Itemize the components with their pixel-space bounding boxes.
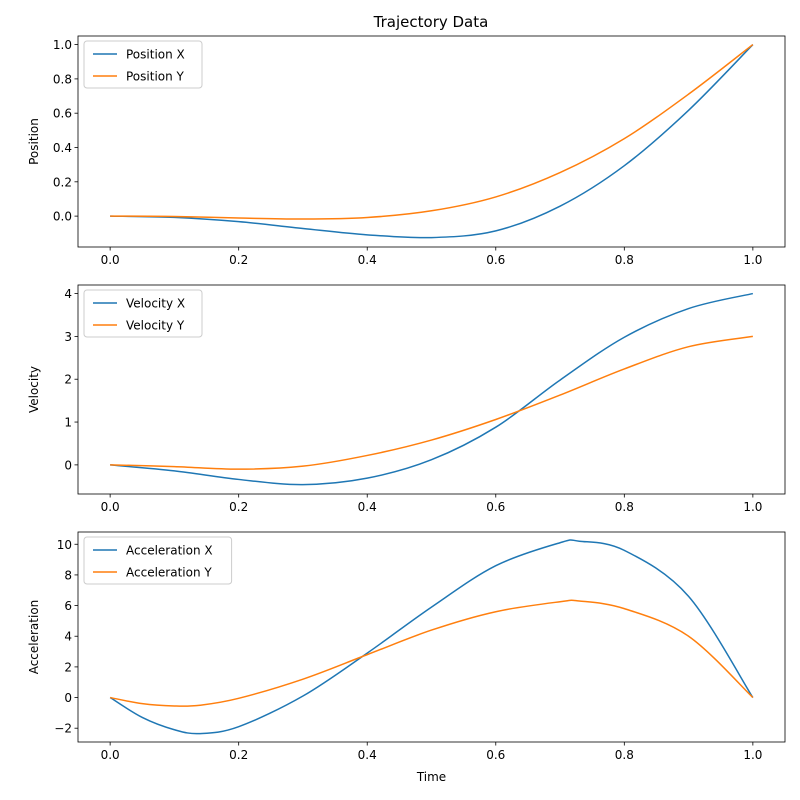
y-tick-label: 0 bbox=[64, 458, 72, 472]
subplot-1: 0.0 0.2 0.4 0.6 0.8 1.0 0.0 0.2 0.4 0.6 0.8 1.0 Posi… bbox=[27, 35, 786, 267]
legend-box bbox=[83, 536, 233, 585]
legend-label-position-y: Position Y bbox=[126, 70, 185, 84]
x-tick-label: 0.2 bbox=[229, 500, 248, 514]
y-tick-label: 0 bbox=[64, 691, 72, 705]
subplot-2: 0.0 0.2 0.4 0.6 0.8 1.0 0 1 2 3 4 Velocity Velocity … bbox=[27, 284, 786, 514]
axes-frame bbox=[77, 531, 786, 743]
series-line-velocity-x bbox=[110, 292, 754, 486]
y-tick-label: 1 bbox=[64, 416, 72, 430]
x-tick-label: 0.0 bbox=[101, 253, 120, 267]
legend: Position X Position Y bbox=[83, 40, 203, 89]
series-line-acceleration-y bbox=[109, 599, 754, 707]
legend-label-acceleration-x: Acceleration X bbox=[126, 544, 213, 558]
x-tick-label: 0.6 bbox=[486, 253, 505, 267]
x-tick-label: 0.4 bbox=[358, 748, 377, 762]
y-axis-label: Position bbox=[27, 118, 41, 165]
y-tick-label: 0.4 bbox=[53, 141, 72, 155]
y-tick-label: 4 bbox=[64, 287, 72, 301]
series-line-acceleration-x bbox=[109, 539, 754, 735]
legend: Acceleration X Acceleration Y bbox=[83, 536, 233, 585]
y-tick-label: 0.0 bbox=[53, 210, 72, 224]
legend: Velocity X Velocity Y bbox=[83, 289, 203, 338]
legend-label-velocity-x: Velocity X bbox=[126, 297, 185, 311]
x-tick-label: 0.0 bbox=[101, 500, 120, 514]
x-tick-label: 1.0 bbox=[743, 253, 762, 267]
y-tick-label: 10 bbox=[57, 538, 72, 552]
x-tick-label: 0.8 bbox=[615, 748, 634, 762]
y-tick-label: 0.6 bbox=[53, 107, 72, 121]
series-line-position-y bbox=[110, 43, 754, 220]
x-tick-label: 1.0 bbox=[743, 748, 762, 762]
x-tick-label: 0.8 bbox=[615, 500, 634, 514]
x-tick-label: 0.4 bbox=[358, 253, 377, 267]
subplot-panels: 0.0 0.2 0.4 0.6 0.8 1.0 0.0 0.2 0.4 0.6 0.8 1.0 Posi… bbox=[27, 35, 786, 784]
x-tick-label: 0.2 bbox=[229, 253, 248, 267]
y-tick-label: 0.8 bbox=[53, 72, 72, 86]
legend-label-position-x: Position X bbox=[126, 48, 185, 62]
y-axis-label: Velocity bbox=[27, 366, 41, 413]
legend-label-acceleration-y: Acceleration Y bbox=[126, 566, 212, 580]
axes-frame bbox=[77, 35, 786, 248]
x-tick-label: 0.2 bbox=[229, 748, 248, 762]
x-tick-label: 0.4 bbox=[358, 500, 377, 514]
y-axis-label: Acceleration bbox=[27, 600, 41, 675]
y-tick-label: −2 bbox=[54, 722, 72, 736]
y-tick-label: 4 bbox=[64, 630, 72, 644]
series-line-velocity-y bbox=[110, 335, 753, 470]
x-tick-label: 0.8 bbox=[615, 253, 634, 267]
x-tick-label: 0.6 bbox=[486, 500, 505, 514]
y-tick-label: 0.2 bbox=[53, 175, 72, 189]
x-tick-label: 0.6 bbox=[486, 748, 505, 762]
axes-frame bbox=[77, 284, 786, 495]
series-line-position-x bbox=[110, 44, 754, 239]
y-tick-label: 3 bbox=[64, 330, 72, 344]
y-tick-label: 2 bbox=[64, 660, 72, 674]
legend-label-velocity-y: Velocity Y bbox=[126, 319, 185, 333]
x-tick-label: 0.0 bbox=[101, 748, 120, 762]
x-tick-label: 1.0 bbox=[743, 500, 762, 514]
y-tick-label: 2 bbox=[64, 373, 72, 387]
subplot-3: 0.0 0.2 0.4 0.6 0.8 1.0 −2 0 2 4 6 8 10 Acceleration T… bbox=[27, 531, 786, 784]
x-axis-label: Time bbox=[416, 770, 446, 784]
figure-title: Trajectory Data bbox=[373, 13, 489, 31]
y-tick-label: 1.0 bbox=[53, 38, 72, 52]
y-tick-label: 8 bbox=[64, 568, 72, 582]
y-tick-label: 6 bbox=[64, 599, 72, 613]
